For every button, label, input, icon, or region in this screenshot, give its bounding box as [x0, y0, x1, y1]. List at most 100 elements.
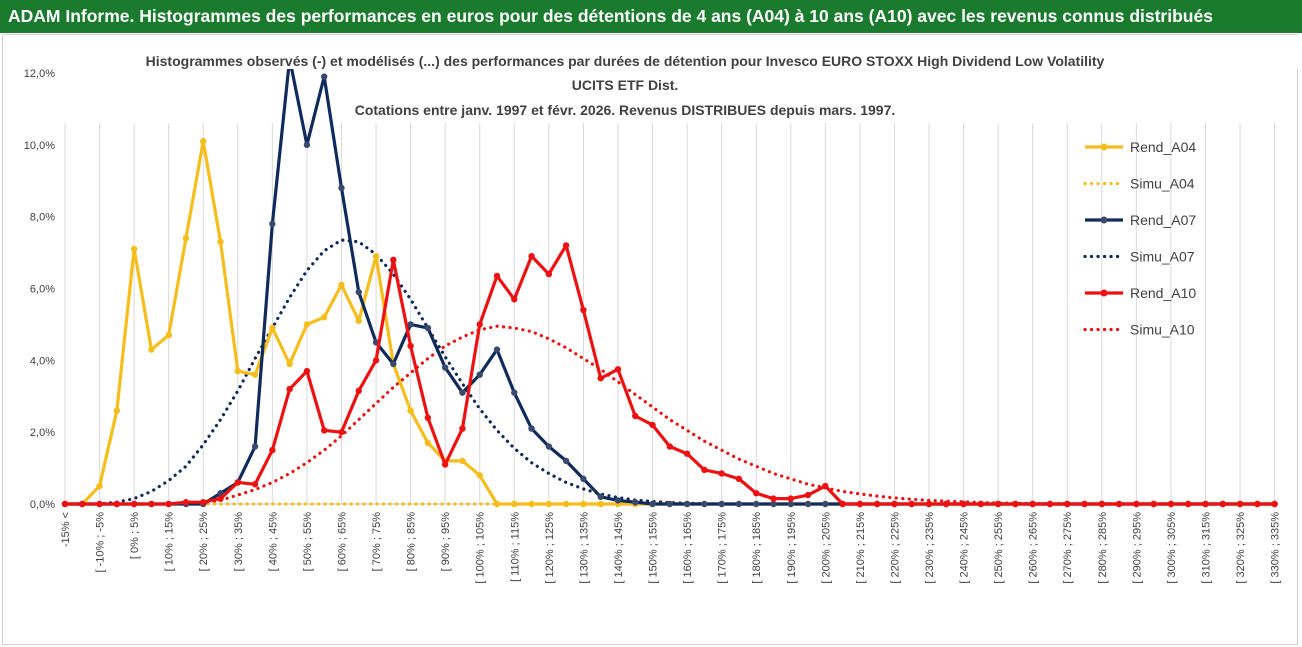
series-rend-a10-point — [925, 500, 933, 508]
series-rend-a04-point — [251, 371, 259, 378]
series-rend-a04-point — [113, 407, 121, 414]
legend-item-simu-a07: Simu_A07 — [1083, 249, 1195, 265]
series-rend-a04-point — [217, 238, 224, 246]
series-rend-a07-point — [269, 220, 276, 228]
series-rend-a04-point — [424, 439, 432, 447]
series-rend-a10-point — [441, 461, 449, 468]
legend-label: Rend_A04 — [1130, 139, 1196, 155]
x-tick-label: [ 0% ; 5% — [129, 512, 141, 559]
series-rend-a04-point — [528, 500, 535, 508]
legend-label: Rend_A07 — [1130, 212, 1196, 228]
series-rend-a07-point — [562, 457, 570, 465]
series-rend-a04-point — [580, 500, 587, 508]
x-tick-label: [ 270% ; 275% — [1062, 512, 1074, 584]
series-rend-a07-point — [649, 500, 656, 508]
x-tick-label: [ 30% ; 35% — [233, 512, 245, 572]
series-rend-a10-point — [908, 500, 915, 508]
series-rend-a07-line — [65, 57, 1275, 506]
x-tick-label: [ 160% ; 165% — [682, 512, 694, 584]
series-rend-a10-point — [666, 443, 673, 450]
gridlines — [64, 123, 1276, 504]
series-simu-a10-line — [63, 324, 1277, 506]
series-rend-a10-point — [1236, 500, 1244, 508]
chart-title-line-1: Histogrammes observés (-) et modélisés (… — [146, 53, 1105, 69]
x-tick-label: [ 80% ; 85% — [406, 512, 418, 572]
x-tick-label: [ 250% ; 255% — [993, 512, 1005, 584]
x-tick-label: [ 190% ; 195% — [786, 512, 798, 584]
series-rend-a07-point — [666, 500, 673, 508]
x-tick-label: [ 310% ; 315% — [1200, 512, 1212, 584]
series-rend-a07-point — [822, 500, 829, 508]
chart-title-line-3: Cotations entre janv. 1997 et févr. 2026… — [355, 102, 896, 118]
x-tick-label: [ 20% ; 25% — [198, 512, 210, 572]
series-rend-a07-point — [701, 500, 708, 508]
series-rend-a04-point — [355, 317, 362, 325]
x-tick-label: [ 280% ; 285% — [1097, 512, 1109, 584]
series-rend-a04-point — [407, 407, 414, 414]
legend-item-rend-a10: Rend_A10 — [1085, 285, 1196, 301]
y-tick-label: 6,0% — [30, 284, 55, 296]
series-rend-a04-point — [96, 482, 103, 490]
x-tick-label: [ 330% ; 335% — [1270, 512, 1282, 584]
series-rend-a07-point — [753, 500, 760, 508]
chart-title-line-2: UCITS ETF Dist. — [572, 77, 679, 93]
y-tick-label: 4,0% — [30, 355, 55, 367]
series-rend-a04-point — [286, 360, 293, 368]
series-rend-a07-point — [580, 475, 587, 483]
series-rend-a10-point — [1202, 500, 1209, 508]
x-tick-label: [ 10% ; 15% — [164, 512, 176, 572]
legend-marker — [1100, 143, 1108, 151]
series-rend-a10-point — [321, 427, 328, 434]
series-rend-a10-point — [701, 466, 708, 474]
legend-item-simu-a04: Simu_A04 — [1083, 176, 1195, 192]
legend-marker — [1100, 216, 1108, 224]
series-rend-a10-point — [597, 375, 604, 382]
series-rend-a07-point — [321, 73, 328, 80]
x-tick-label: [ 110% ; 115% — [509, 512, 521, 582]
series-rend-a10-point — [338, 428, 345, 436]
series-rend-a07-point — [804, 500, 812, 508]
legend-label: Simu_A10 — [1130, 322, 1195, 338]
series-rend-a10-point — [545, 270, 553, 278]
series-rend-a10-point — [493, 272, 501, 280]
series-rend-a04-point — [130, 245, 138, 253]
y-tick-label: 8,0% — [30, 212, 55, 224]
series-rend-a10-point — [476, 321, 483, 328]
series-rend-a07-point — [632, 499, 639, 506]
series-rend-a10-point — [1219, 500, 1226, 508]
series-rend-a04-point — [545, 500, 553, 508]
series-rend-a10-point — [424, 414, 432, 421]
series-rend-a07-point — [528, 425, 535, 432]
series-rend-a04-point — [372, 252, 380, 260]
series-rend-a10-point — [61, 500, 69, 508]
series-rend-a07-point — [493, 346, 501, 353]
series-rend-a10-point — [614, 366, 622, 373]
series-rend-a10-point — [839, 500, 846, 508]
series-rend-a04-point — [511, 500, 518, 508]
series-rend-a10-point — [217, 495, 224, 502]
x-tick-label: [ 150% ; 155% — [648, 512, 660, 584]
series-rend-a04-point — [321, 314, 328, 321]
series-rend-a07-point — [511, 389, 518, 396]
series-rend-a10-point — [856, 500, 864, 508]
series-rend-a04-point — [165, 331, 172, 339]
series-rend-a10-point — [994, 500, 1002, 508]
series-rend-a04-point — [148, 346, 155, 353]
x-tick-label: [ 200% ; 205% — [820, 512, 832, 584]
series-rend-a10-point — [787, 495, 794, 502]
legend-item-simu-a10: Simu_A10 — [1083, 322, 1195, 338]
x-tick-label: [ 90% ; 95% — [440, 512, 452, 572]
series-rend-a07-point — [787, 500, 794, 508]
series-rend-a10-point — [562, 242, 570, 249]
x-tick-label: [ 260% ; 265% — [1028, 512, 1040, 584]
series-rend-a10-point — [113, 500, 121, 508]
x-tick-label: [ 240% ; 245% — [959, 512, 971, 584]
x-tick-label: [ 290% ; 295% — [1131, 512, 1143, 584]
series-rend-a04-point — [269, 324, 276, 332]
legend-label: Rend_A10 — [1130, 285, 1196, 301]
legend-label: Simu_A04 — [1130, 176, 1195, 192]
series-rend-a10-point — [804, 491, 812, 499]
series-rend-a10-point — [1254, 500, 1261, 508]
x-tick-label: [ 320% ; 325% — [1235, 512, 1247, 584]
series-rend-a04-point — [338, 281, 345, 289]
